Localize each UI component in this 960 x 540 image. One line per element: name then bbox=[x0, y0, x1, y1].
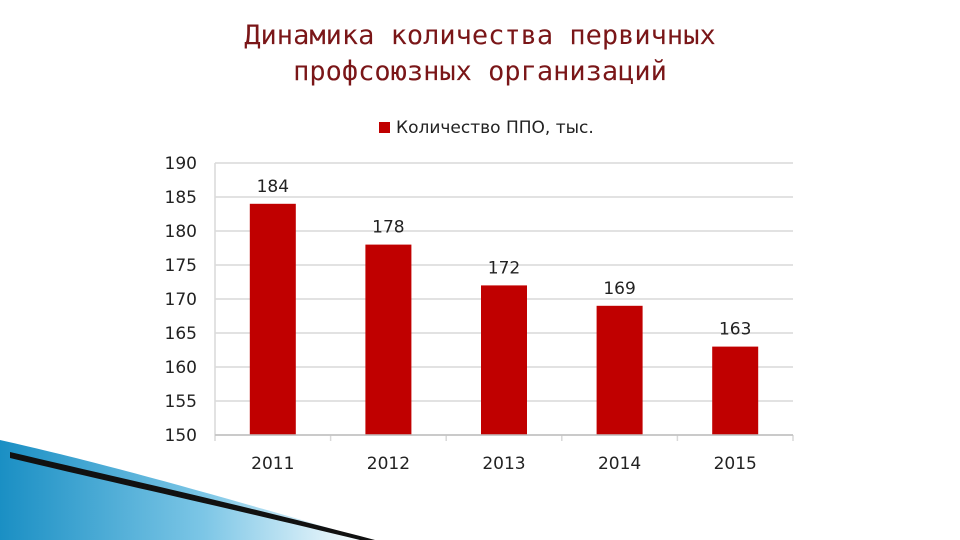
decorative-swoosh bbox=[0, 440, 375, 540]
data-labels: 184 178 172 169 163 bbox=[257, 177, 752, 340]
x-tick-label-2013: 2013 bbox=[482, 454, 525, 474]
chart-title-line-2: профсоюзных организаций bbox=[293, 56, 667, 87]
bar-2015 bbox=[712, 346, 759, 435]
y-tick-label-165: 165 bbox=[165, 324, 197, 344]
swoosh-black bbox=[10, 452, 375, 540]
chart-title: Динамика количества первичных профсоюзны… bbox=[0, 18, 960, 90]
legend: Количество ППО, тыс. bbox=[379, 118, 594, 138]
data-label-2012: 178 bbox=[372, 218, 404, 238]
bars bbox=[249, 203, 759, 435]
y-tick-label-175: 175 bbox=[165, 256, 197, 276]
x-tick-label-2012: 2012 bbox=[367, 454, 410, 474]
data-label-2011: 184 bbox=[257, 177, 289, 197]
y-tick-label-160: 160 bbox=[165, 358, 197, 378]
x-tick-label-2011: 2011 bbox=[251, 454, 294, 474]
data-label-2014: 169 bbox=[603, 279, 635, 299]
bar-2012 bbox=[365, 244, 412, 435]
bar-2013 bbox=[481, 285, 527, 435]
y-tick-label-185: 185 bbox=[165, 188, 197, 208]
x-tick-label-2015: 2015 bbox=[714, 454, 757, 474]
y-tick-label-190: 190 bbox=[165, 154, 197, 174]
swoosh-blue bbox=[0, 440, 370, 540]
y-tick-label-150: 150 bbox=[165, 426, 197, 446]
y-axis: 150 155 160 165 170 175 180 185 190 bbox=[165, 154, 216, 446]
y-tick-label-155: 155 bbox=[165, 392, 197, 412]
bar-2014 bbox=[596, 305, 643, 435]
data-label-2015: 163 bbox=[719, 320, 751, 340]
x-axis: 2011 2012 2013 2014 2015 bbox=[214, 434, 794, 474]
legend-swatch bbox=[379, 122, 390, 133]
y-tick-label-170: 170 bbox=[165, 290, 197, 310]
bar-2011 bbox=[249, 203, 296, 435]
x-tick-label-2014: 2014 bbox=[598, 454, 641, 474]
y-tick-label-180: 180 bbox=[165, 222, 197, 242]
legend-label: Количество ППО, тыс. bbox=[396, 118, 594, 138]
data-label-2013: 172 bbox=[488, 258, 520, 278]
chart-title-line-1: Динамика количества первичных bbox=[244, 20, 716, 51]
